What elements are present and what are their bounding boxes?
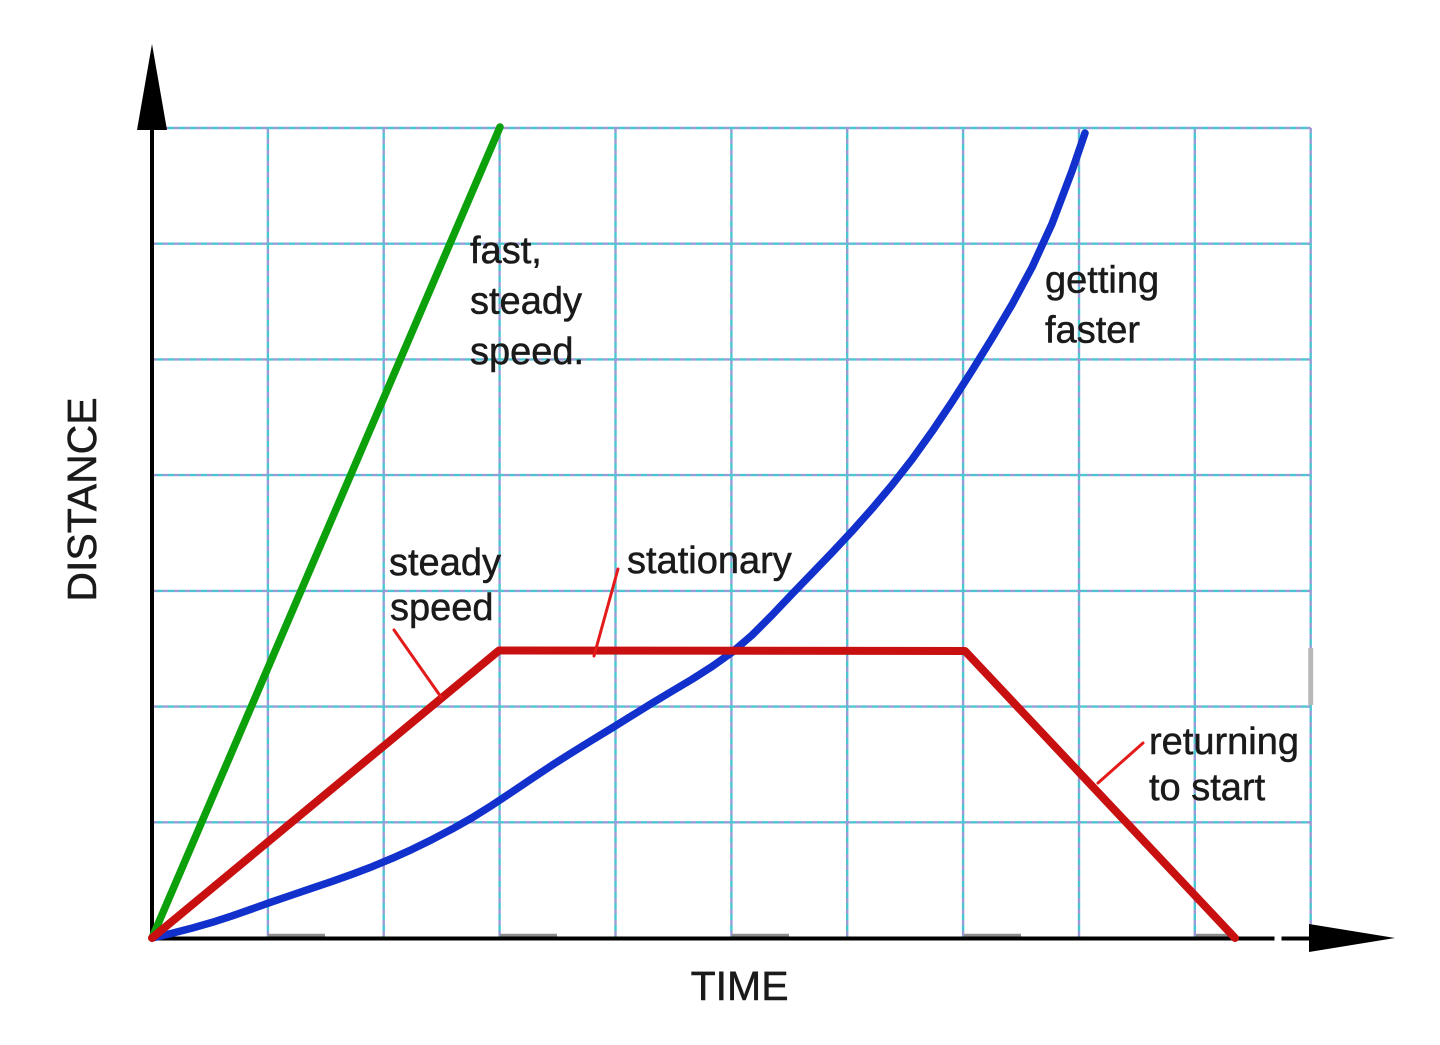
svg-text:faster: faster xyxy=(1045,310,1140,352)
svg-text:speed.: speed. xyxy=(470,331,584,373)
svg-text:TIME: TIME xyxy=(691,963,789,1009)
svg-text:DISTANCE: DISTANCE xyxy=(59,397,105,601)
svg-text:getting: getting xyxy=(1045,260,1159,302)
svg-text:steady: steady xyxy=(470,281,582,323)
svg-text:to start: to start xyxy=(1149,767,1266,809)
svg-text:stationary: stationary xyxy=(627,540,792,582)
svg-text:speed: speed xyxy=(390,587,494,629)
svg-text:returning: returning xyxy=(1149,721,1299,763)
svg-text:steady: steady xyxy=(389,542,501,584)
svg-text:fast,: fast, xyxy=(470,230,542,272)
